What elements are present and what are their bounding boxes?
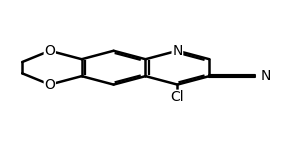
Text: N: N [172, 44, 183, 58]
Text: O: O [44, 44, 55, 58]
Text: O: O [44, 78, 55, 92]
Text: Cl: Cl [171, 90, 184, 104]
Text: N: N [261, 69, 271, 83]
